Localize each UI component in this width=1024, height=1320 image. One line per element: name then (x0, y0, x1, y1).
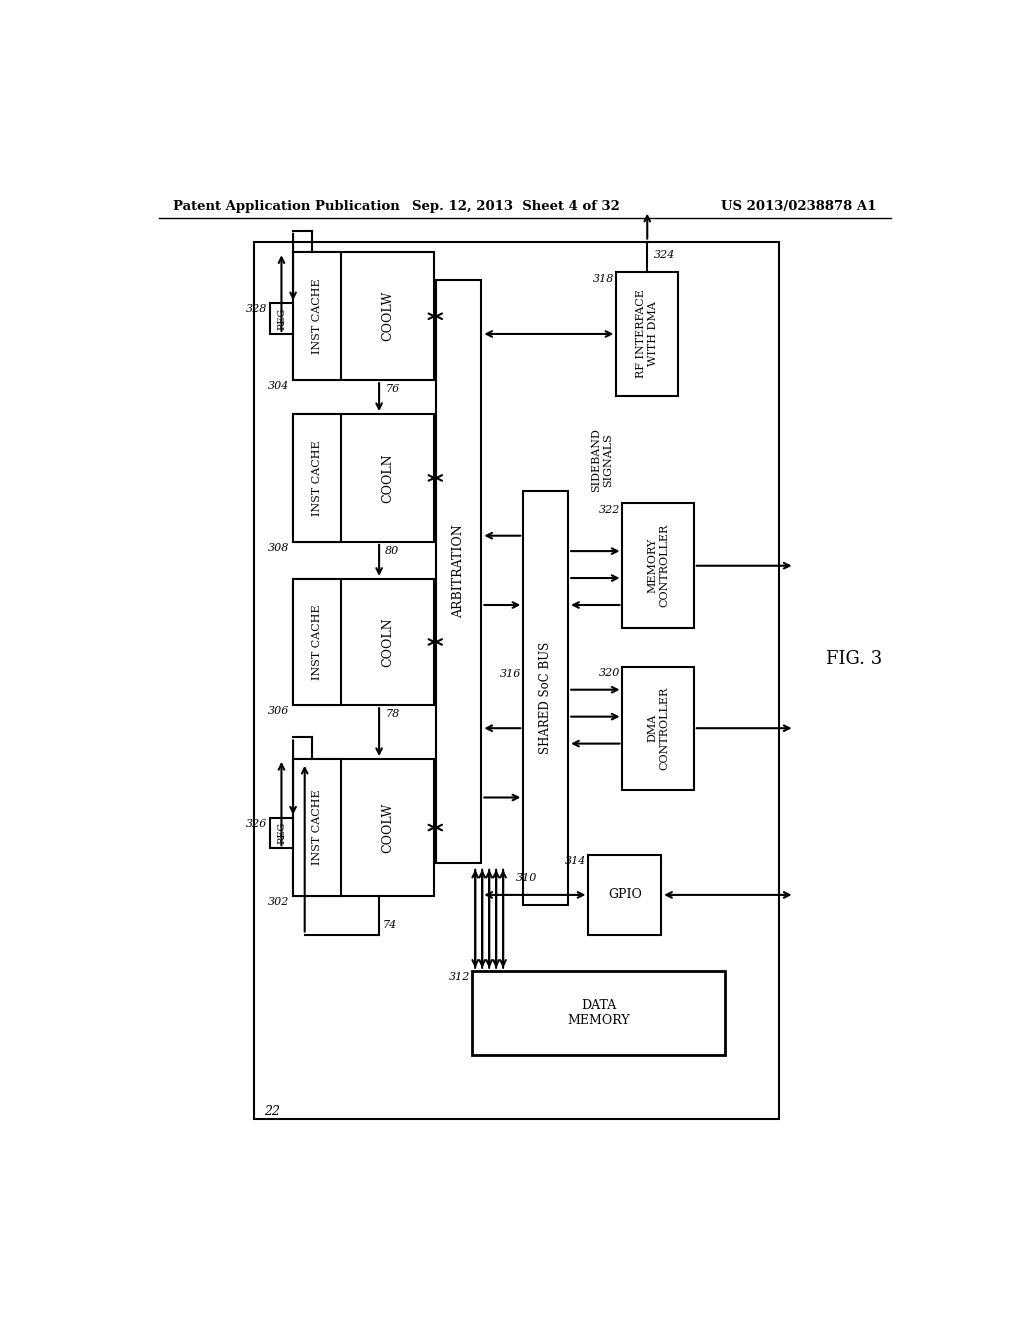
Bar (616, 272, 678, 396)
Bar (293, 759, 434, 896)
Text: 308: 308 (268, 543, 289, 553)
Text: FIG. 3: FIG. 3 (825, 649, 882, 668)
Text: SIDEBAND
SIGNALS: SIDEBAND SIGNALS (592, 428, 613, 492)
Bar (293, 252, 434, 380)
Bar (623, 667, 693, 789)
Bar (270, 304, 293, 334)
Bar (523, 491, 568, 906)
Bar (472, 970, 725, 1056)
Text: INST CACHE: INST CACHE (312, 789, 323, 866)
Text: INST CACHE: INST CACHE (312, 440, 323, 516)
Text: COOLN: COOLN (381, 618, 394, 667)
Text: 326: 326 (246, 818, 267, 829)
Bar (293, 414, 341, 543)
Bar (293, 252, 341, 380)
Bar (589, 855, 662, 935)
Bar (293, 414, 434, 543)
Text: INST CACHE: INST CACHE (312, 279, 323, 354)
Bar (623, 503, 693, 628)
Text: 22: 22 (264, 1105, 281, 1118)
Text: 316: 316 (500, 669, 521, 680)
Text: COOLW: COOLW (381, 292, 394, 342)
Bar (436, 280, 481, 863)
Bar (293, 579, 434, 705)
Text: 306: 306 (268, 706, 289, 717)
Text: 78: 78 (385, 709, 399, 719)
Bar (293, 759, 341, 896)
Text: DMA
CONTROLLER: DMA CONTROLLER (647, 686, 669, 770)
Text: 314: 314 (564, 857, 586, 866)
Text: COOLW: COOLW (381, 803, 394, 853)
Text: REG: REG (276, 822, 286, 843)
Text: US 2013/0238878 A1: US 2013/0238878 A1 (721, 199, 877, 213)
Text: 324: 324 (653, 251, 675, 260)
Bar (270, 817, 293, 849)
Text: 310: 310 (516, 874, 538, 883)
Text: 304: 304 (268, 381, 289, 391)
Text: REG: REG (276, 308, 286, 330)
Text: DATA
MEMORY: DATA MEMORY (567, 999, 630, 1027)
Text: 322: 322 (599, 504, 621, 515)
Text: 80: 80 (385, 546, 399, 556)
Text: SHARED SoC BUS: SHARED SoC BUS (540, 642, 552, 754)
Text: 328: 328 (246, 305, 267, 314)
Text: 302: 302 (268, 898, 289, 907)
Text: 318: 318 (593, 273, 614, 284)
Text: INST CACHE: INST CACHE (312, 605, 323, 680)
Text: GPIO: GPIO (608, 888, 642, 902)
Text: ARBITRATION: ARBITRATION (453, 524, 466, 618)
Text: COOLN: COOLN (381, 453, 394, 503)
Text: MEMORY
CONTROLLER: MEMORY CONTROLLER (647, 524, 669, 607)
Text: 312: 312 (449, 972, 470, 982)
Text: 74: 74 (383, 920, 397, 931)
Text: RF INTERFACE
WITH DMA: RF INTERFACE WITH DMA (637, 289, 658, 379)
Text: Patent Application Publication: Patent Application Publication (173, 199, 399, 213)
Text: 76: 76 (385, 384, 399, 395)
Bar (254, 242, 779, 1119)
Text: 320: 320 (599, 668, 621, 677)
Bar (293, 579, 341, 705)
Text: Sep. 12, 2013  Sheet 4 of 32: Sep. 12, 2013 Sheet 4 of 32 (412, 199, 620, 213)
